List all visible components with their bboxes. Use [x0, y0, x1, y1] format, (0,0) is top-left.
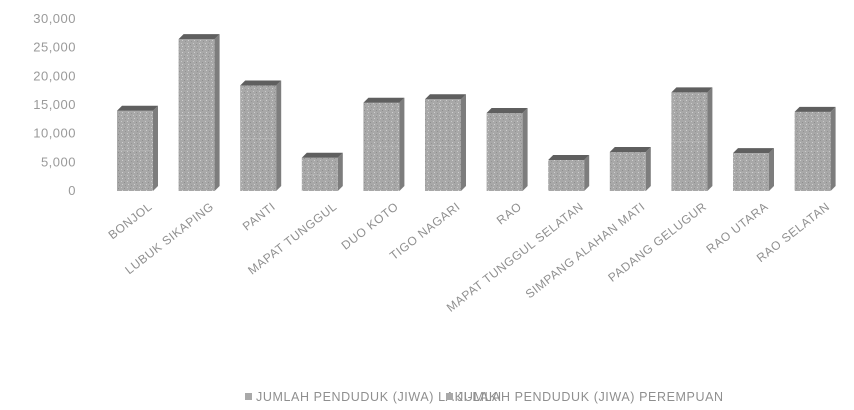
bar-top-face: [301, 152, 343, 158]
bar-segment-perempuan: [486, 113, 523, 153]
bar-segment-laki-laki: [671, 141, 708, 191]
bar-segment-perempuan: [240, 85, 277, 139]
legend-swatch: [446, 393, 453, 400]
bar-side-face: [214, 34, 220, 191]
bar-segment-laki-laki: [425, 145, 461, 191]
bar-segment-perempuan: [425, 99, 461, 146]
bar-side-face: [584, 155, 590, 191]
x-tick-label: SIMPANG ALAHAN MATI: [523, 199, 648, 301]
bar-segment-perempuan: [178, 39, 215, 116]
bar-segment-laki-laki: [117, 150, 153, 191]
bar-segment-laki-laki: [486, 152, 523, 191]
bar-top-face: [486, 108, 528, 114]
bar-side-face: [707, 87, 713, 191]
bars-group: [117, 34, 836, 191]
bar-side-face: [399, 97, 405, 191]
bar-top-face: [240, 80, 282, 86]
bar-side-face: [830, 106, 836, 191]
x-tick-label: PADANG GELUGUR: [605, 199, 709, 284]
bar-top-face: [363, 97, 405, 103]
bar-segment-perempuan: [363, 102, 400, 147]
bar-side-face: [461, 94, 466, 191]
bar-top-face: [794, 106, 836, 112]
bar-side-face: [645, 147, 651, 191]
bar-side-face: [522, 108, 528, 191]
x-tick-label: RAO: [494, 199, 525, 227]
y-tick-label: 5,000: [41, 154, 76, 169]
bar-segment-laki-laki: [178, 115, 215, 191]
y-tick-label: 0: [68, 183, 76, 198]
legend-swatch: [245, 393, 252, 400]
bar-top-face: [548, 155, 590, 161]
bar-side-face: [769, 148, 774, 191]
bar-top-face: [609, 147, 651, 153]
x-tick-label: PANTI: [240, 199, 278, 233]
y-tick-label: 30,000: [33, 11, 76, 26]
bar-side-face: [153, 105, 158, 191]
y-tick-label: 15,000: [33, 97, 76, 112]
y-axis-tick-labels: 30,000 25,000 20,000 15,000 10,000 5,000 0: [33, 11, 76, 198]
bar-top-face: [671, 87, 713, 93]
bar-segment-perempuan: [117, 110, 153, 151]
y-tick-label: 10,000: [33, 126, 76, 141]
bar-segment-laki-laki: [301, 174, 338, 191]
bar-segment-laki-laki: [609, 171, 646, 191]
bar-top-face: [425, 94, 466, 100]
bar-top-face: [117, 105, 158, 111]
x-tick-label: DUO KOTO: [339, 199, 402, 252]
x-tick-label: BONJOL: [106, 199, 155, 242]
bar-segment-laki-laki: [733, 172, 769, 191]
bar-segment-perempuan: [301, 157, 338, 175]
bar-segment-laki-laki: [794, 151, 831, 191]
legend-label: JUMLAH PENDUDUK (JIWA) PEREMPUAN: [457, 390, 724, 404]
bar-side-face: [276, 80, 282, 191]
bar-segment-perempuan: [733, 153, 769, 173]
bar-side-face: [337, 152, 343, 191]
y-tick-label: 25,000: [33, 40, 76, 55]
bar-segment-perempuan: [671, 92, 708, 142]
bar-segment-perempuan: [609, 152, 646, 172]
y-tick-label: 20,000: [33, 68, 76, 83]
bar-segment-perempuan: [548, 160, 585, 176]
bar-top-face: [733, 148, 774, 154]
legend-label: JUMLAH PENDUDUK (JIWA) LAKI-LAKI: [256, 390, 502, 404]
bar-top-face: [178, 34, 220, 40]
bar-segment-laki-laki: [548, 175, 585, 191]
bar-segment-perempuan: [794, 111, 831, 152]
bar-segment-laki-laki: [363, 146, 400, 191]
bar-segment-laki-laki: [240, 138, 277, 191]
